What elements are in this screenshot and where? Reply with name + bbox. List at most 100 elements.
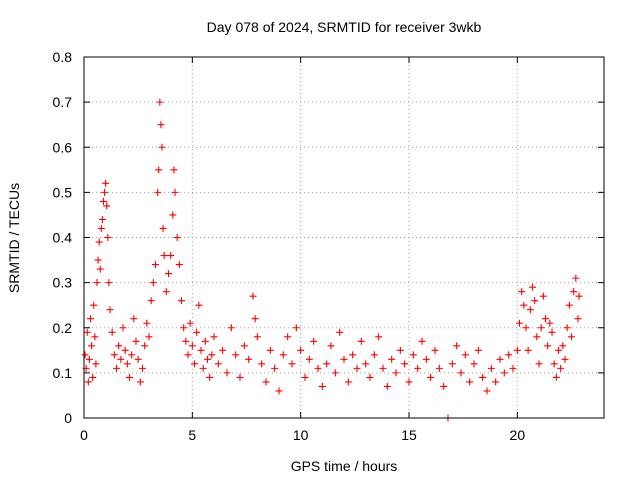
data-point	[236, 373, 244, 381]
data-point	[191, 360, 198, 368]
data-point	[141, 342, 149, 350]
y-axis-label: SRMTID / TECUs	[6, 183, 22, 293]
data-point	[210, 333, 218, 341]
data-point	[258, 360, 266, 368]
y-tick-label: 0.3	[53, 275, 73, 291]
data-point	[160, 252, 168, 260]
data-point	[100, 197, 107, 205]
data-point	[167, 252, 175, 260]
x-tick-label: 0	[80, 427, 88, 443]
data-point	[113, 364, 120, 372]
data-point	[453, 342, 461, 350]
data-point	[158, 143, 166, 151]
y-tick-label: 0.7	[53, 94, 73, 110]
data-point	[119, 324, 127, 332]
data-point	[170, 166, 178, 174]
data-point	[232, 351, 240, 359]
data-point	[87, 315, 94, 323]
data-point	[568, 333, 575, 341]
data-point	[184, 351, 192, 359]
data-point	[542, 315, 549, 323]
data-point	[157, 121, 165, 129]
data-point	[106, 306, 114, 314]
data-point	[500, 369, 508, 377]
data-point	[483, 387, 491, 395]
data-point	[94, 256, 102, 264]
data-point	[292, 324, 300, 332]
data-point	[175, 261, 183, 269]
data-point	[561, 355, 569, 363]
data-point	[147, 297, 155, 305]
data-point	[110, 351, 118, 359]
data-point	[193, 328, 201, 336]
data-point	[537, 324, 545, 332]
data-point	[108, 328, 116, 336]
data-point	[396, 346, 404, 354]
axis-ticks: 0 0.1 0.2 0.3 0.4 0.5 0.6 0.7 0.8 0 5 10 15 20	[53, 49, 604, 443]
data-point	[188, 342, 196, 350]
data-point	[323, 360, 331, 368]
data-point	[171, 188, 179, 196]
data-point	[262, 378, 270, 386]
y-tick-label: 0.4	[53, 230, 73, 246]
data-point	[301, 373, 309, 381]
data-point	[487, 364, 495, 372]
data-point	[496, 355, 504, 363]
data-point	[121, 346, 129, 354]
data-point	[97, 224, 105, 232]
data-point	[206, 373, 214, 381]
y-tick-label: 0.2	[53, 320, 73, 336]
data-points	[81, 98, 583, 422]
gridlines	[84, 57, 604, 418]
data-point	[92, 360, 100, 368]
data-point	[145, 333, 153, 341]
data-point	[123, 360, 131, 368]
data-point	[524, 346, 532, 354]
data-point	[266, 346, 274, 354]
data-point	[366, 373, 374, 381]
data-point	[201, 337, 209, 345]
data-point	[555, 346, 562, 354]
data-point	[204, 355, 211, 363]
data-point	[139, 364, 146, 372]
data-point	[314, 364, 322, 372]
data-point	[154, 188, 162, 196]
data-point	[85, 355, 93, 363]
y-tick-label: 0.6	[53, 139, 73, 155]
data-point	[136, 378, 144, 386]
data-point	[362, 360, 370, 368]
data-point	[143, 319, 151, 327]
data-point	[466, 378, 474, 386]
data-point	[529, 283, 536, 291]
data-point	[245, 355, 253, 363]
data-point	[340, 355, 348, 363]
data-point	[550, 360, 558, 368]
x-tick-label: 20	[510, 427, 526, 443]
data-point	[509, 364, 517, 372]
y-tick-label: 0.8	[53, 49, 73, 65]
x-tick-label: 5	[188, 427, 196, 443]
data-point	[427, 373, 435, 381]
data-point	[178, 297, 185, 305]
data-point	[492, 378, 500, 386]
data-point	[461, 351, 469, 359]
data-point	[240, 342, 248, 350]
data-point	[565, 301, 573, 309]
data-point	[516, 319, 523, 327]
data-point	[132, 337, 140, 345]
data-point	[88, 342, 96, 350]
data-point	[186, 319, 194, 327]
data-point	[128, 351, 136, 359]
data-point	[208, 351, 216, 359]
data-point	[431, 346, 439, 354]
data-point	[435, 364, 443, 372]
data-point	[310, 337, 318, 345]
data-point	[98, 215, 106, 223]
data-point	[195, 301, 203, 309]
data-point	[251, 315, 259, 323]
data-point	[83, 328, 91, 336]
data-point	[214, 360, 222, 368]
data-point	[288, 360, 296, 368]
data-point	[126, 373, 133, 381]
data-point	[513, 346, 521, 354]
